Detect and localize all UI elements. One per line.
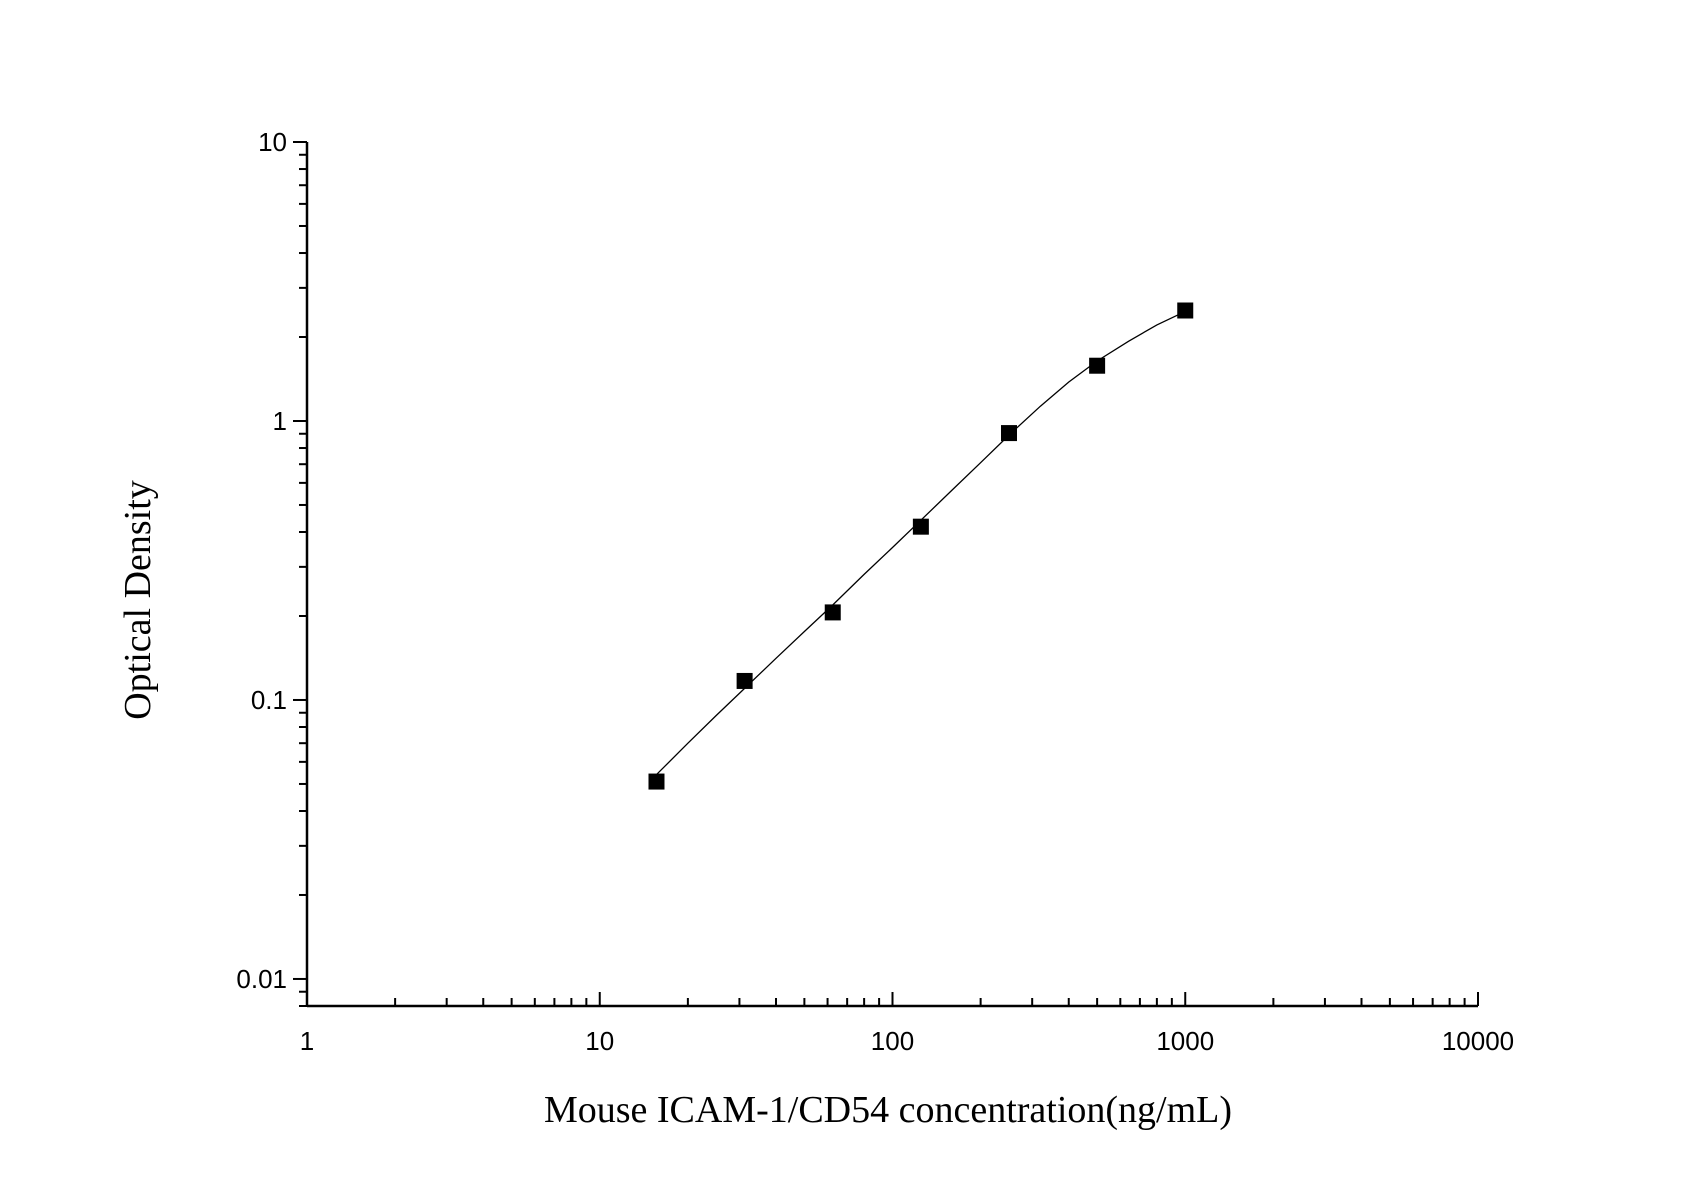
data-point (1177, 302, 1194, 319)
x-axis-ticks: 1 10 100 1000 10000 (300, 992, 1514, 1056)
data-point (1089, 357, 1106, 374)
x-tick-label: 1000 (1156, 1026, 1214, 1056)
data-point (1000, 425, 1017, 442)
x-axis-title: Mouse ICAM-1/CD54 concentration(ng/mL) (544, 1089, 1232, 1131)
x-tick-label: 1 (300, 1026, 314, 1056)
y-axis-ticks: 0.01 0.1 1 10 (236, 127, 307, 1007)
y-tick-label: 0.1 (251, 685, 287, 715)
axes (305, 142, 1478, 1008)
y-tick-label: 1 (273, 406, 287, 436)
y-tick-label: 0.01 (236, 964, 287, 994)
data-points (648, 302, 1194, 790)
x-tick-label: 10000 (1442, 1026, 1514, 1056)
data-point (912, 518, 929, 535)
x-tick-label: 10 (585, 1026, 614, 1056)
data-point (648, 773, 665, 790)
x-tick-label: 100 (871, 1026, 914, 1056)
fit-curve-line (656, 310, 1186, 776)
y-axis-title: Optical Density (117, 480, 159, 720)
data-point (736, 672, 753, 689)
data-point (824, 604, 841, 621)
y-tick-label: 10 (258, 127, 287, 157)
